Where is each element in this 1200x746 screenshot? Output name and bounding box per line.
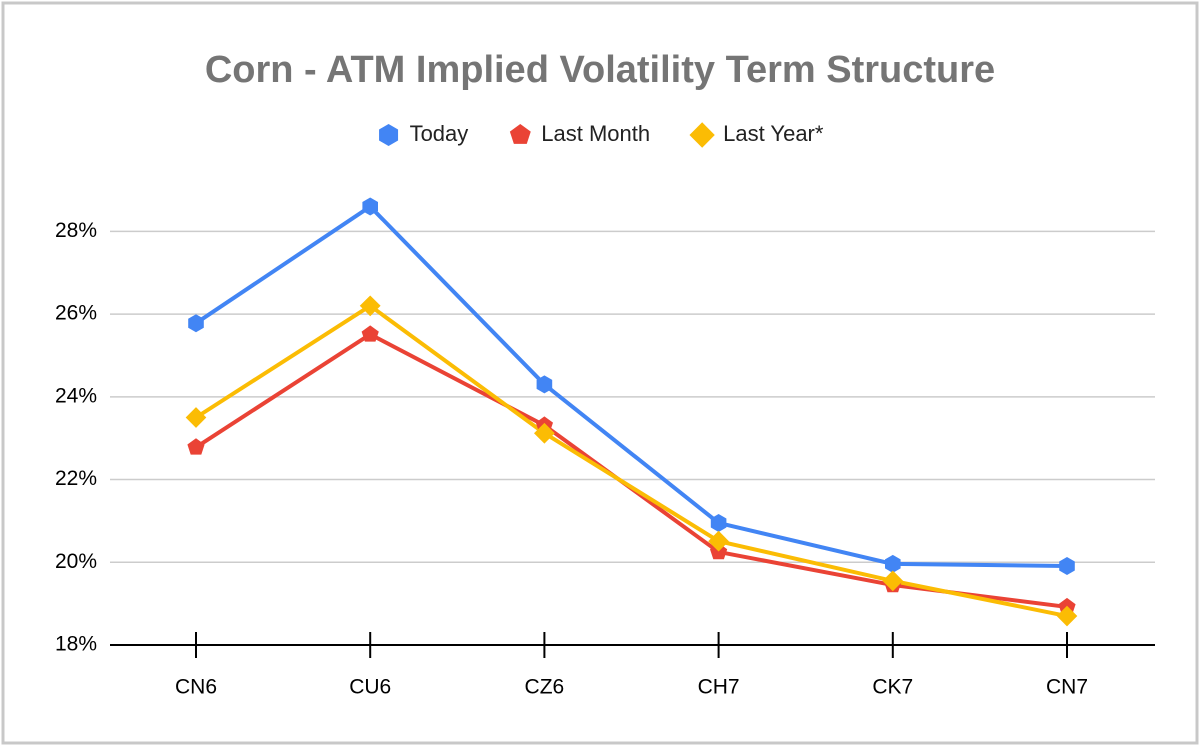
data-point [885, 554, 901, 573]
x-tick-label: CH7 [698, 676, 740, 699]
y-tick-label: 22% [55, 467, 97, 490]
y-tick-label: 20% [55, 550, 97, 573]
data-point [882, 570, 904, 592]
y-tick-label: 24% [55, 384, 97, 407]
data-point [187, 438, 205, 455]
series-line [194, 204, 1068, 568]
data-point [359, 295, 381, 317]
y-tick-label: 18% [55, 633, 97, 656]
data-point [188, 314, 204, 333]
data-point [536, 375, 553, 394]
legend-marker [509, 124, 531, 144]
x-tick-label: CN7 [1046, 676, 1088, 699]
data-point [362, 197, 378, 216]
chart-title: Corn - ATM Implied Volatility Term Struc… [205, 49, 995, 91]
y-tick-label: 28% [55, 219, 97, 242]
x-tick-label: CK7 [872, 676, 913, 699]
series-line [194, 303, 1068, 619]
data-point [534, 422, 555, 444]
x-tick-label: CU6 [349, 676, 391, 699]
legend-label: Last Year* [723, 121, 824, 146]
data-point [1059, 557, 1075, 575]
data-point [1056, 605, 1078, 627]
legend: Today Last Month Last Year* [379, 121, 824, 148]
data-point [361, 325, 379, 342]
legend-label: Today [410, 121, 469, 146]
legend-marker [689, 122, 715, 148]
x-tick-label: CN6 [175, 676, 217, 699]
data-point [708, 530, 729, 552]
legend-label: Last Month [541, 121, 650, 146]
data-point [185, 407, 207, 428]
x-tick-label: CZ6 [525, 676, 565, 699]
y-tick-label: 26% [55, 302, 97, 325]
data-point [710, 514, 727, 532]
legend-marker [379, 124, 399, 146]
